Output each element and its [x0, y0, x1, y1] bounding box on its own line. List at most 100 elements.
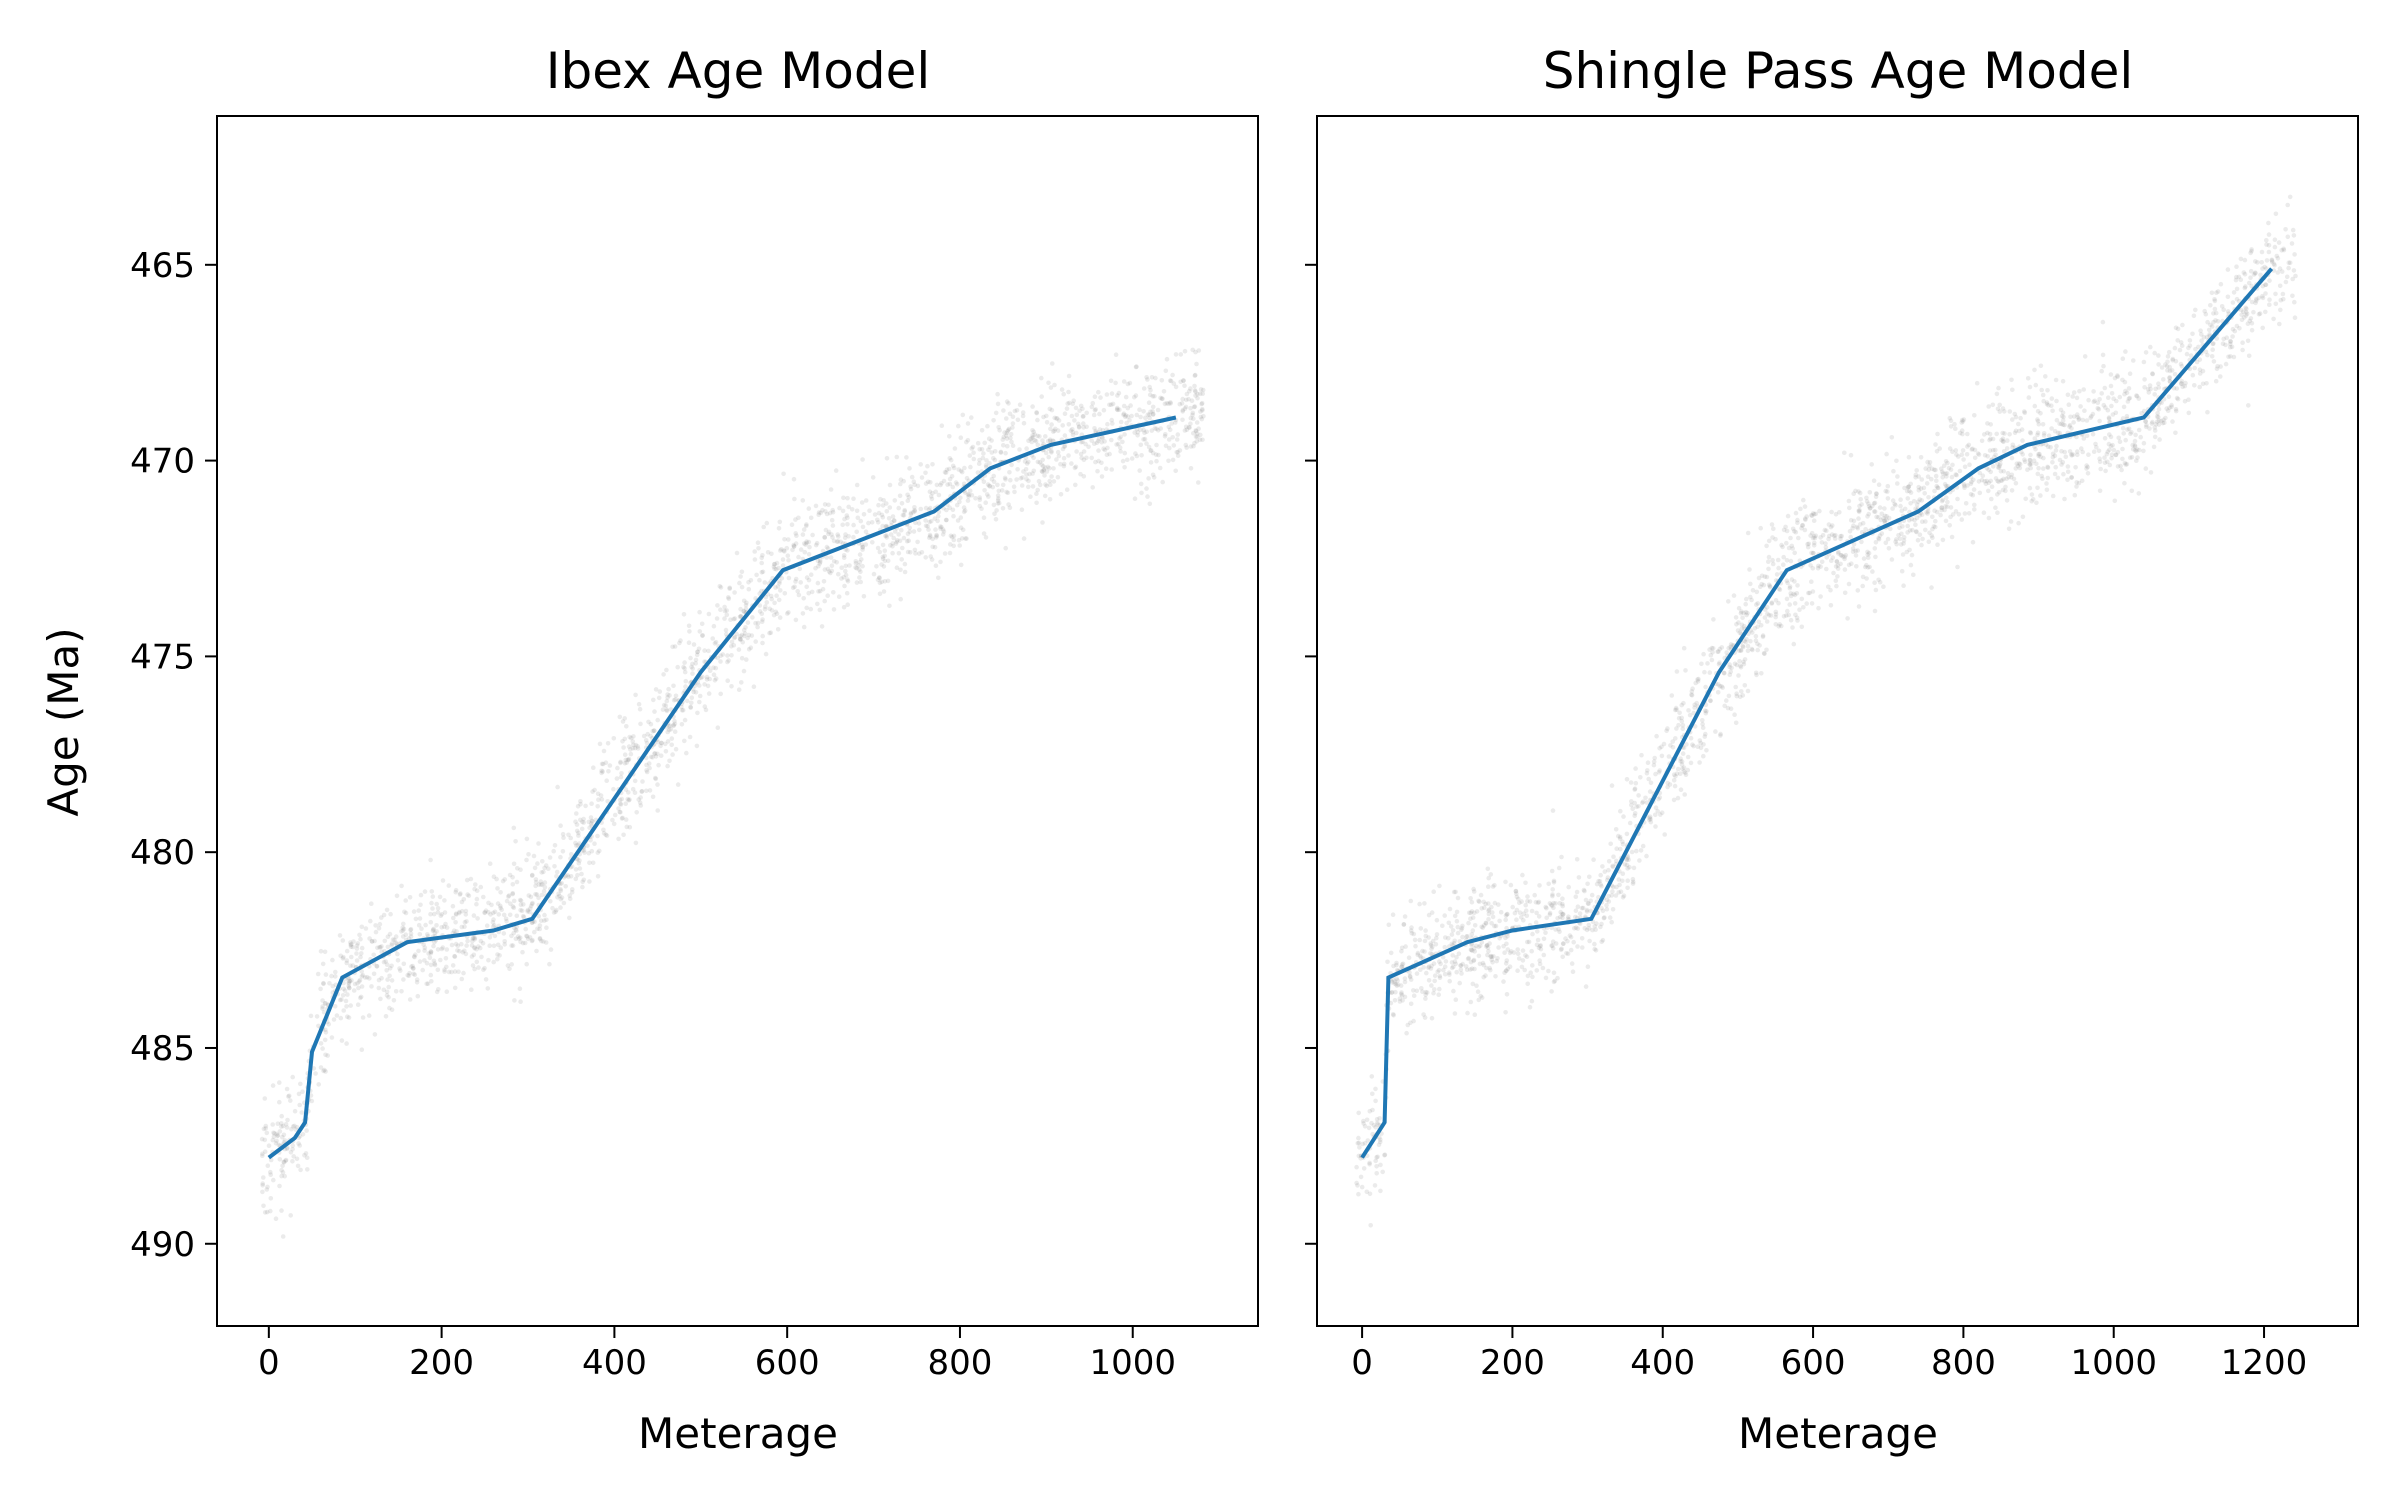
ibex-sample-point [481, 967, 486, 972]
ibex-sample-point [655, 808, 660, 813]
ibex-sample-point [1194, 431, 1200, 436]
shingle-pass-x-tick-label: 0 [1351, 1343, 1373, 1383]
ibex-sample-point [1047, 478, 1052, 484]
shingle-pass-sample-point [2121, 404, 2127, 410]
shingle-pass-sample-point [1779, 542, 1784, 548]
shingle-pass-sample-point [1734, 662, 1740, 668]
ibex-sample-point [1192, 373, 1198, 378]
shingle-pass-sample-point [1566, 884, 1571, 890]
ibex-sample-point [1132, 496, 1138, 502]
shingle-pass-sample-point [1505, 911, 1510, 917]
ibex-sample-point [1198, 414, 1204, 420]
shingle-pass-sample-point [1965, 444, 1970, 449]
shingle-pass-sample-point [1972, 502, 1977, 508]
ibex-sample-point [727, 585, 732, 591]
ibex-sample-point [959, 469, 965, 475]
shingle-pass-sample-point [1728, 642, 1734, 647]
shingle-pass-sample-point [1626, 857, 1631, 862]
shingle-pass-sample-point [2249, 283, 2254, 289]
ibex-sample-point [772, 566, 777, 572]
shingle-pass-sample-point [1754, 672, 1759, 678]
shingle-pass-sample-point [1822, 527, 1828, 533]
shingle-pass-sample-point [1784, 528, 1790, 534]
ibex-sample-point [457, 892, 463, 897]
ibex-sample-point [673, 697, 678, 702]
ibex-sample-point [359, 924, 365, 930]
ibex-sample-point [528, 903, 534, 909]
shingle-pass-sample-point [1503, 935, 1508, 941]
shingle-pass-sample-point [1911, 498, 1917, 504]
ibex-sample-point [603, 832, 609, 838]
ibex-sample-point [389, 941, 395, 946]
ibex-sample-point [606, 769, 611, 774]
shingle-pass-sample-point [2084, 466, 2089, 471]
ibex-sample-point [482, 910, 487, 916]
ibex-sample-point [430, 928, 436, 934]
shingle-pass-sample-point [2104, 451, 2110, 457]
shingle-pass-sample-point [2074, 480, 2079, 485]
shingle-pass-sample-point [2103, 468, 2108, 474]
ibex-sample-point [1193, 393, 1198, 398]
ibex-sample-point [1154, 426, 1159, 432]
ibex-sample-point [1096, 436, 1102, 442]
ibex-sample-point [754, 572, 759, 578]
shingle-pass-sample-point [1847, 505, 1852, 511]
shingle-pass-sample-point [2106, 395, 2111, 401]
shingle-pass-sample-point [1541, 936, 1547, 942]
shingle-pass-sample-point [1924, 481, 1930, 486]
ibex-sample-point [292, 1108, 298, 1114]
shingle-pass-sample-point [2076, 480, 2082, 486]
ibex-sample-point [624, 824, 630, 830]
shingle-pass-sample-point [1409, 925, 1414, 930]
ibex-sample-point [991, 473, 996, 479]
ibex-sample-point [527, 935, 533, 940]
ibex-sample-point [1086, 444, 1091, 450]
shingle-pass-sample-point [1367, 1162, 1372, 1167]
ibex-sample-point [1040, 457, 1045, 463]
ibex-sample-point [771, 564, 777, 570]
ibex-sample-point [351, 988, 357, 993]
ibex-sample-point [989, 477, 995, 482]
shingle-pass-sample-point [2086, 452, 2091, 458]
ibex-sample-point [1105, 421, 1110, 427]
ibex-sample-point [547, 855, 553, 860]
ibex-sample-point [595, 791, 601, 797]
shingle-pass-sample-point [1811, 543, 1817, 548]
shingle-pass-sample-point [1512, 910, 1518, 916]
shingle-pass-sample-point [1476, 898, 1481, 904]
ibex-sample-point [359, 1047, 365, 1052]
ibex-sample-point [364, 974, 370, 980]
ibex-sample-point [1170, 372, 1175, 378]
shingle-pass-sample-point [1517, 900, 1522, 906]
ibex-sample-point [511, 825, 517, 831]
ibex-sample-point [1004, 433, 1009, 439]
shingle-pass-sample-point [2006, 474, 2011, 480]
shingle-pass-sample-point [1364, 1189, 1370, 1195]
shingle-pass-sample-point [1399, 962, 1405, 967]
shingle-pass-sample-point [2038, 493, 2043, 498]
ibex-sample-point [958, 495, 963, 501]
shingle-pass-sample-point [1788, 591, 1793, 596]
shingle-pass-sample-point [1741, 659, 1746, 665]
ibex-sample-point [660, 707, 666, 712]
ibex-sample-point [956, 467, 961, 472]
ibex-sample-point [576, 833, 581, 838]
ibex-sample-point [418, 892, 424, 898]
shingle-pass-sample-point [2005, 471, 2011, 476]
shingle-pass-sample-point [1679, 715, 1684, 721]
ibex-sample-point [582, 850, 587, 855]
shingle-pass-sample-point [1564, 951, 1569, 956]
ibex-sample-point [1121, 412, 1126, 418]
shingle-pass-sample-point [2133, 449, 2139, 454]
shingle-pass-sample-point [2214, 336, 2220, 341]
ibex-sample-point [808, 515, 814, 521]
shingle-pass-sample-point [1948, 418, 1954, 424]
ibex-sample-point [644, 769, 650, 775]
shingle-pass-sample-point [2007, 409, 2013, 414]
ibex-sample-point [511, 905, 517, 910]
ibex-sample-point [912, 482, 917, 488]
ibex-sample-point [1167, 445, 1172, 451]
shingle-pass-sample-point [1537, 961, 1543, 967]
ibex-sample-point [825, 546, 831, 551]
ibex-sample-point [377, 944, 382, 950]
